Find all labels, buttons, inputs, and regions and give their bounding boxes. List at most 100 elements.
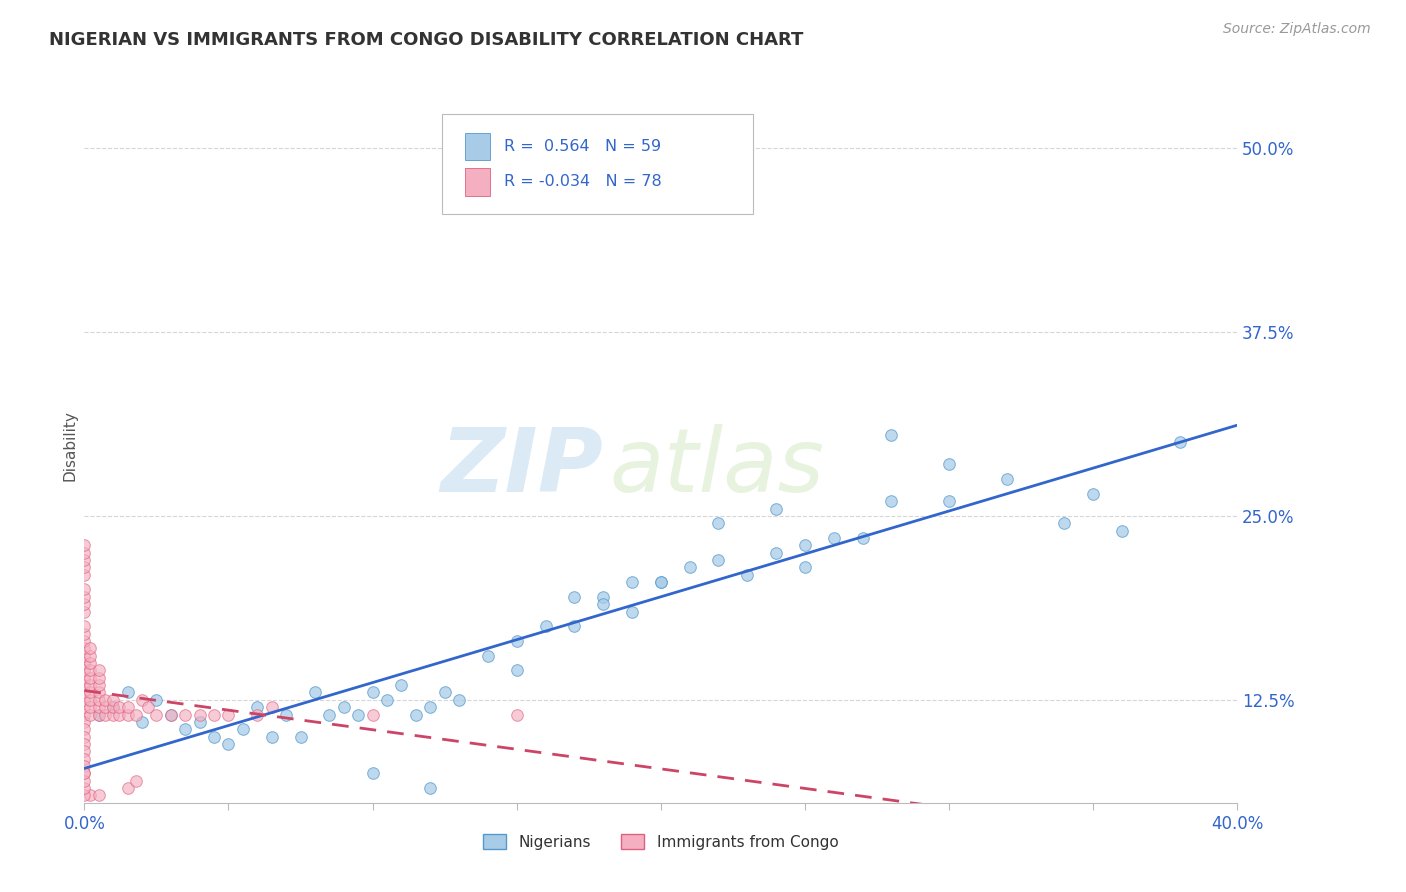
Point: [73, 685, 96, 699]
Point: [318, 707, 340, 722]
Point: [73, 597, 96, 611]
FancyBboxPatch shape: [465, 133, 491, 160]
Point: [117, 685, 139, 699]
Point: [73, 560, 96, 574]
Point: [79, 671, 101, 685]
Point: [79, 678, 101, 692]
Point: [794, 538, 817, 552]
Point: [419, 781, 441, 796]
Point: [145, 693, 167, 707]
FancyBboxPatch shape: [441, 114, 754, 214]
Point: [361, 685, 384, 699]
Point: [73, 678, 96, 692]
Point: [87, 678, 110, 692]
Point: [73, 752, 96, 766]
Point: [125, 707, 148, 722]
Point: [73, 744, 96, 758]
Point: [160, 707, 183, 722]
Point: [202, 730, 225, 744]
Point: [73, 656, 96, 670]
Point: [202, 707, 225, 722]
Point: [79, 693, 101, 707]
Point: [938, 458, 960, 472]
Point: [73, 582, 96, 597]
Point: [621, 575, 644, 590]
Point: [73, 737, 96, 751]
Point: [174, 707, 197, 722]
Point: [361, 766, 384, 780]
Point: [1083, 487, 1105, 501]
Point: [232, 723, 254, 737]
Point: [73, 707, 96, 722]
Point: [73, 546, 96, 560]
Point: [73, 671, 96, 685]
Point: [938, 494, 960, 508]
Point: [73, 641, 96, 656]
Point: [125, 773, 148, 788]
Text: NIGERIAN VS IMMIGRANTS FROM CONGO DISABILITY CORRELATION CHART: NIGERIAN VS IMMIGRANTS FROM CONGO DISABI…: [49, 31, 804, 49]
Point: [304, 685, 326, 699]
Text: R =  0.564   N = 59: R = 0.564 N = 59: [503, 139, 661, 153]
Point: [707, 516, 730, 531]
Point: [419, 700, 441, 714]
Point: [103, 693, 124, 707]
Point: [87, 685, 110, 699]
Point: [707, 553, 730, 567]
Point: [391, 678, 413, 692]
Point: [131, 693, 153, 707]
Point: [405, 707, 427, 722]
Point: [188, 707, 211, 722]
Point: [333, 700, 356, 714]
Point: [160, 707, 183, 722]
Point: [87, 671, 110, 685]
Point: [361, 707, 384, 722]
Point: [73, 789, 96, 803]
Text: R = -0.034   N = 78: R = -0.034 N = 78: [503, 175, 662, 189]
Point: [260, 700, 283, 714]
Point: [103, 700, 124, 714]
Point: [79, 648, 101, 663]
Point: [73, 700, 96, 714]
Point: [73, 773, 96, 788]
Point: [650, 575, 672, 590]
Point: [823, 531, 845, 545]
Point: [174, 723, 197, 737]
Y-axis label: Disability: Disability: [62, 410, 77, 482]
Point: [87, 707, 110, 722]
Point: [188, 714, 211, 729]
Point: [73, 590, 96, 604]
Point: [79, 685, 101, 699]
Point: [765, 546, 787, 560]
Point: [449, 693, 471, 707]
Point: [73, 723, 96, 737]
Point: [506, 634, 529, 648]
Point: [218, 707, 240, 722]
Point: [375, 693, 398, 707]
Point: [73, 626, 96, 640]
Text: atlas: atlas: [609, 425, 824, 510]
Point: [592, 590, 614, 604]
Point: [73, 553, 96, 567]
Point: [117, 700, 139, 714]
Point: [73, 693, 96, 707]
FancyBboxPatch shape: [465, 169, 491, 195]
Point: [592, 597, 614, 611]
Point: [87, 789, 110, 803]
Point: [73, 714, 96, 729]
Point: [131, 714, 153, 729]
Point: [108, 707, 131, 722]
Point: [880, 494, 903, 508]
Point: [79, 656, 101, 670]
Legend: Nigerians, Immigrants from Congo: Nigerians, Immigrants from Congo: [477, 828, 845, 855]
Point: [506, 664, 529, 678]
Point: [103, 700, 124, 714]
Point: [995, 472, 1018, 486]
Point: [276, 707, 298, 722]
Point: [433, 685, 456, 699]
Point: [290, 730, 312, 744]
Point: [852, 531, 875, 545]
Point: [564, 619, 586, 633]
Point: [246, 707, 269, 722]
Point: [218, 737, 240, 751]
Point: [73, 766, 96, 780]
